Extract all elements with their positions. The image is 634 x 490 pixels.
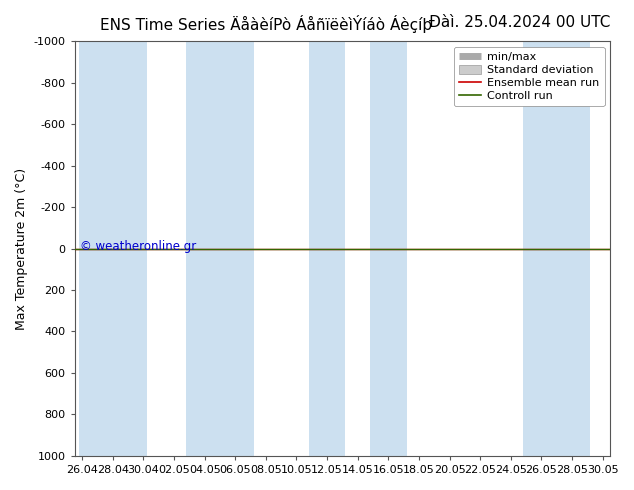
Bar: [523, 41, 560, 456]
Y-axis label: Max Temperature 2m (°C): Max Temperature 2m (°C): [15, 168, 28, 330]
Text: Đàì. 25.04.2024 00 UTC: Đàì. 25.04.2024 00 UTC: [429, 15, 611, 30]
Text: © weatheronline.gr: © weatheronline.gr: [80, 240, 196, 253]
Bar: [110, 41, 146, 456]
Legend: min/max, Standard deviation, Ensemble mean run, Controll run: min/max, Standard deviation, Ensemble me…: [453, 47, 605, 106]
Bar: [186, 41, 223, 456]
Bar: [217, 41, 254, 456]
Bar: [370, 41, 406, 456]
Bar: [553, 41, 590, 456]
Bar: [79, 41, 116, 456]
Text: ENS Time Series ÄåàèíPò ÁåñïëèìÝíáò Áèçíþ: ENS Time Series ÄåàèíPò ÁåñïëèìÝíáò Áèçí…: [100, 15, 432, 33]
Bar: [309, 41, 346, 456]
